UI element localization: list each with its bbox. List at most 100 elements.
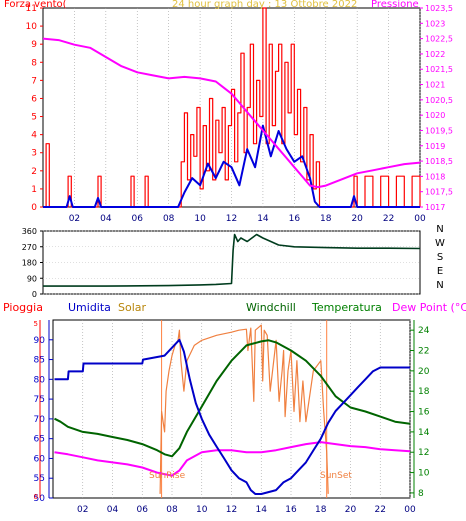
wind-x-tick: 18 xyxy=(320,214,332,224)
rain-y-tick: 0 xyxy=(34,493,38,501)
pressure-y-tick: 1020,5 xyxy=(425,96,453,105)
humidity-line xyxy=(54,338,410,495)
wind-y-tick: 4 xyxy=(31,131,37,141)
direction-y-tick: 90 xyxy=(27,274,37,283)
legend-umidita: Umidita xyxy=(68,301,111,314)
wind-x-tick: 12 xyxy=(226,214,237,224)
temperature-y-tick: 16 xyxy=(418,408,430,418)
pressure-axis-title: Pressione xyxy=(371,0,419,10)
compass-n-top: N xyxy=(436,224,444,235)
wind-x-tick: 02 xyxy=(69,214,80,224)
temperature-plot-area xyxy=(52,319,411,499)
temperature-x-tick: 12 xyxy=(226,505,237,515)
wind-x-tick-labels: 02 04 06 08 10 12 14 16 18 20 22 00 xyxy=(69,214,426,224)
wind-y-tick-labels: 0 1 2 3 4 5 6 7 8 9 10 11 xyxy=(26,4,43,213)
humidity-y-tick: 65 xyxy=(34,435,45,445)
rain-y-tick: 5 xyxy=(34,320,38,328)
wind-y-tick: 3 xyxy=(31,149,37,159)
wind-x-tick: 06 xyxy=(132,214,144,224)
direction-y-tick-labels: 0 90 180 270 360 xyxy=(22,227,43,299)
temperature-y-tick: 10 xyxy=(418,469,430,479)
pressure-y-tick: 1022 xyxy=(425,50,445,59)
temperature-x-tick: 10 xyxy=(196,505,208,515)
temperature-x-tick-labels: 02 04 06 08 10 12 14 16 18 20 22 00 xyxy=(77,505,416,515)
temperature-series xyxy=(54,339,411,458)
wind-y-tick: 8 xyxy=(31,58,37,68)
legend-pioggia: Pioggia xyxy=(3,301,43,314)
humidity-y-tick: 55 xyxy=(34,474,45,484)
humidity-y-tick: 85 xyxy=(34,356,45,366)
humidity-series xyxy=(54,338,410,495)
temperature-x-tick: 02 xyxy=(77,505,88,515)
pressure-y-tick: 1019,5 xyxy=(425,126,453,135)
temperature-line xyxy=(54,339,411,458)
temperature-y-tick: 24 xyxy=(418,326,430,336)
temperature-y-tick: 8 xyxy=(418,489,424,499)
wind-y-tick: 2 xyxy=(31,167,37,177)
humidity-y-tick: 75 xyxy=(34,395,45,405)
pressure-y-tick: 1017 xyxy=(425,203,445,212)
sunrise-label: SunRise xyxy=(149,471,186,481)
wind-axis-label: Forza vento xyxy=(4,0,63,10)
wind-axis-title: Forza vento( xyxy=(4,0,67,11)
graph-title: 24 hour graph day : 13 Ottobre 2022 xyxy=(172,0,358,10)
temperature-y-tick: 12 xyxy=(418,448,429,458)
direction-series xyxy=(43,233,421,287)
pressure-y-tick: 1021 xyxy=(425,81,445,90)
dewpoint-series xyxy=(54,441,411,477)
solar-series xyxy=(159,324,329,494)
legend-temperatura: Temperatura xyxy=(312,301,382,314)
direction-y-tick: 360 xyxy=(22,227,37,236)
wind-x-tick: 04 xyxy=(100,214,112,224)
pressure-line xyxy=(42,37,421,189)
wind-gridlines xyxy=(74,8,421,207)
wind-y-tick: 9 xyxy=(31,40,37,50)
humidity-y-tick: 60 xyxy=(34,454,46,464)
wind-y-tick: 1 xyxy=(31,185,37,195)
pressure-y-tick: 1020 xyxy=(425,111,445,120)
wind-x-tick: 14 xyxy=(257,214,269,224)
compass-n-bottom: N xyxy=(436,280,444,291)
direction-y-tick: 270 xyxy=(22,243,37,252)
pressure-y-tick: 1022,5 xyxy=(425,35,453,44)
average-wind-line xyxy=(43,124,420,208)
temperature-x-tick: 22 xyxy=(375,505,386,515)
direction-panel: 0 90 180 270 360 xyxy=(22,227,421,299)
pressure-y-tick: 1019 xyxy=(425,142,445,151)
pressure-series xyxy=(42,37,421,189)
wind-y-tick: 10 xyxy=(26,22,38,32)
legend-solar: Solar xyxy=(118,301,147,314)
temperature-x-tick: 04 xyxy=(107,505,119,515)
temperature-x-tick: 18 xyxy=(315,505,327,515)
temperature-y-tick: 14 xyxy=(418,428,430,438)
humidity-y-tick: 90 xyxy=(34,336,46,346)
wind-y-tick: 11 xyxy=(26,4,37,14)
compass-s: S xyxy=(436,252,444,263)
temperature-y-tick-labels: 8 10 12 14 16 18 20 22 24 xyxy=(410,320,430,499)
wind-unit-label: ( xyxy=(62,0,67,10)
sunset-label: SunSet xyxy=(320,471,352,481)
pressure-y-tick: 1023,5 xyxy=(425,4,453,13)
pressure-y-tick: 1018 xyxy=(425,172,445,181)
humidity-y-tick: 80 xyxy=(34,375,46,385)
temperature-x-tick: 14 xyxy=(256,505,268,515)
humidity-y-tick: 50 xyxy=(34,494,46,504)
compass-e: E xyxy=(436,266,444,277)
wind-y-tick: 5 xyxy=(31,113,37,123)
pressure-y-tick: 1017,5 xyxy=(425,188,453,197)
temperature-x-tick: 16 xyxy=(285,505,297,515)
legend-windchill: Windchill xyxy=(246,301,296,314)
humidity-y-tick: 70 xyxy=(34,415,46,425)
direction-y-tick: 180 xyxy=(22,259,37,268)
temperature-x-tick: 00 xyxy=(404,505,416,515)
pressure-y-tick: 1021,5 xyxy=(425,65,453,74)
average-wind-series xyxy=(43,124,420,208)
temperature-x-tick: 06 xyxy=(137,505,149,515)
temperature-y-tick: 20 xyxy=(418,367,430,377)
pressure-y-tick-labels: 1017 1017,5 1018 1018,5 1019 1019,5 1020 1020,5… xyxy=(420,4,453,212)
wind-x-tick: 08 xyxy=(163,214,175,224)
direction-y-tick: 0 xyxy=(32,290,37,299)
